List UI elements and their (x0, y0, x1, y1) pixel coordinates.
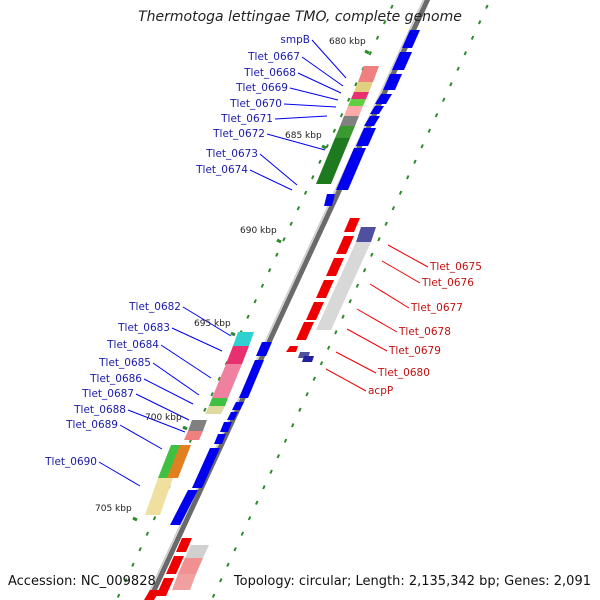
gene-label-forward: Tlet_0682 (128, 301, 181, 313)
genome-backbone (146, 0, 431, 600)
tick-track-right (211, 4, 489, 598)
gene-label-reverse: Tlet_0675 (429, 261, 482, 273)
kbp-label: 680 kbp (329, 37, 366, 47)
reverse-gene-arrows (144, 218, 360, 600)
gene-label-reverse: Tlet_0679 (388, 345, 441, 357)
gene-label-forward: Tlet_0686 (89, 373, 142, 385)
gene-label-forward: Tlet_0688 (73, 404, 126, 416)
reverse-feature-bands (298, 227, 376, 362)
genome-title: Thermotoga lettingae TMO, complete genom… (138, 9, 462, 25)
kbp-label: 690 kbp (240, 226, 277, 236)
forward-feature-bands (145, 66, 379, 590)
gene-label-forward: Tlet_0667 (247, 51, 300, 63)
kbp-label: 695 kbp (194, 319, 231, 329)
forward-gene-arrows (170, 30, 420, 525)
kbp-scale-marks: 680 kbp 685 kbp 690 kbp 695 kbp 700 kbp 705 k… (95, 37, 370, 522)
gene-label-forward: Tlet_0672 (212, 128, 265, 140)
gene-label-forward: Tlet_0669 (235, 82, 288, 94)
kbp-label: 700 kbp (145, 413, 182, 423)
gene-label-reverse: Tlet_0677 (410, 302, 463, 314)
gene-label-forward: Tlet_0687 (81, 388, 134, 400)
kbp-label: 685 kbp (285, 131, 322, 141)
gene-label-reverse: Tlet_0680 (377, 367, 430, 379)
gene-label-forward: Tlet_0685 (98, 357, 151, 369)
accession-text: Accession: NC_009828 (8, 574, 156, 589)
gene-label-forward: Tlet_0670 (229, 98, 282, 110)
gene-label-reverse: Tlet_0676 (421, 277, 474, 289)
gene-label-forward: Tlet_0674 (195, 164, 248, 176)
genome-summary-text: Topology: circular; Length: 2,135,342 bp… (233, 574, 591, 589)
gene-label-forward: Tlet_0673 (205, 148, 258, 160)
gene-label-forward: Tlet_0689 (65, 419, 118, 431)
gene-label-forward: Tlet_0683 (117, 322, 170, 334)
gene-label-reverse: acpP (368, 385, 393, 397)
label-leader-lines (98, 39, 429, 487)
gene-label-forward: Tlet_0690 (44, 456, 97, 468)
gene-label-forward: Tlet_0671 (220, 113, 273, 125)
reverse-gene-labels: Tlet_0675 Tlet_0676 Tlet_0677 Tlet_0678 Tlet… (368, 261, 482, 397)
gene-label-forward: smpB (280, 34, 310, 46)
gene-label-reverse: Tlet_0678 (398, 326, 451, 338)
forward-gene-labels: smpB Tlet_0667 Tlet_0668 Tlet_0669 Tlet_0670… (44, 34, 310, 468)
gene-label-forward: Tlet_0668 (243, 67, 296, 79)
gene-label-forward: Tlet_0684 (106, 339, 159, 351)
kbp-label: 705 kbp (95, 504, 132, 514)
